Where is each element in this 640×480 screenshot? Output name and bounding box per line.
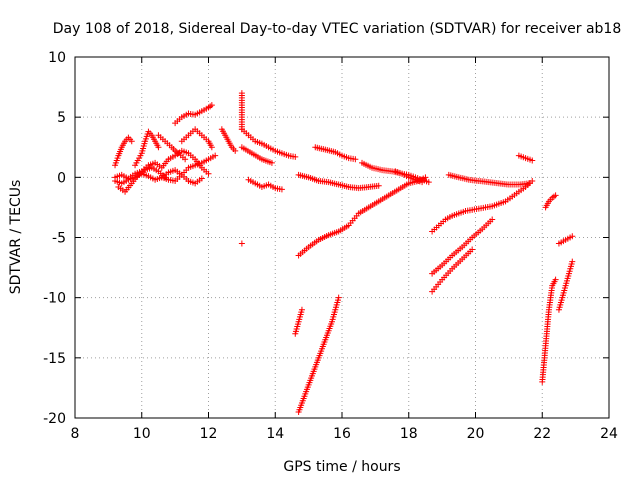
data-track-t4 xyxy=(132,128,162,169)
y-tick-label: 0 xyxy=(57,170,66,186)
data-track-t31 xyxy=(392,168,432,186)
data-track-t26 xyxy=(542,192,559,211)
data-track-t5 xyxy=(155,132,189,163)
data-point xyxy=(212,152,219,159)
data-track-t22 xyxy=(445,171,532,188)
data-track-t30 xyxy=(238,240,245,247)
grid-lines xyxy=(75,57,609,418)
data-point xyxy=(182,156,189,163)
x-tick-label: 16 xyxy=(333,426,351,442)
plot-frame xyxy=(74,56,610,419)
data-point xyxy=(489,216,496,223)
x-tick-label: 18 xyxy=(400,426,418,442)
data-point xyxy=(155,144,162,151)
data-track-t11 xyxy=(238,90,245,133)
data-track-t7 xyxy=(178,126,215,151)
data-point xyxy=(569,258,576,265)
data-track-t23 xyxy=(429,216,496,277)
y-tick-label: -15 xyxy=(43,351,66,367)
data-point xyxy=(205,170,212,177)
y-tick-label: 10 xyxy=(48,50,66,66)
data-track-t14 xyxy=(245,176,285,193)
x-tick-label: 14 xyxy=(266,426,284,442)
data-point xyxy=(552,192,559,199)
data-point xyxy=(422,174,429,181)
data-track-t21 xyxy=(429,177,536,235)
data-point xyxy=(198,175,205,182)
data-track-t15 xyxy=(295,171,382,192)
chart-title: Day 108 of 2018, Sidereal Day-to-day VTE… xyxy=(53,21,622,37)
x-tick-label: 24 xyxy=(600,426,618,442)
data-track-t9 xyxy=(158,152,219,184)
y-tick-label: -10 xyxy=(43,291,66,307)
data-point xyxy=(298,306,305,313)
data-track-t20 xyxy=(295,294,342,415)
data-point xyxy=(375,182,382,189)
data-track-t13 xyxy=(238,144,275,166)
data-point xyxy=(529,177,536,184)
data-point xyxy=(569,233,576,240)
y-axis-label: SDTVAR / TECUs xyxy=(8,180,24,295)
data-point xyxy=(208,102,215,109)
y-tick-label: -5 xyxy=(52,231,66,247)
data-track-t28 xyxy=(555,258,576,313)
x-tick-label: 10 xyxy=(133,426,151,442)
data-track-t16 xyxy=(312,144,359,163)
data-point xyxy=(335,294,342,301)
y-tick-label: -20 xyxy=(43,411,66,427)
data-points xyxy=(112,90,576,415)
data-point xyxy=(425,179,432,186)
data-point xyxy=(552,276,559,283)
data-point xyxy=(238,240,245,247)
data-point xyxy=(232,147,239,154)
data-track-t29 xyxy=(555,233,576,247)
data-track-t10 xyxy=(218,126,239,154)
y-tick-label: 5 xyxy=(57,110,66,126)
data-point xyxy=(469,246,476,253)
data-point xyxy=(352,156,359,163)
data-track-t3 xyxy=(112,134,135,169)
data-track-t19 xyxy=(292,306,305,337)
data-track-t27 xyxy=(539,276,559,385)
x-tick-label: 22 xyxy=(533,426,551,442)
data-point xyxy=(208,144,215,151)
data-point xyxy=(128,138,135,145)
data-track-t25 xyxy=(515,152,536,164)
x-axis-label: GPS time / hours xyxy=(283,459,400,475)
data-point xyxy=(268,159,275,166)
data-track-t24 xyxy=(429,246,476,295)
data-track-t12 xyxy=(238,126,299,160)
x-tick-label: 20 xyxy=(467,426,485,442)
data-track-t8 xyxy=(115,164,169,195)
data-point xyxy=(529,157,536,164)
data-point xyxy=(278,186,285,193)
data-track-t6 xyxy=(172,102,215,127)
x-tick-label: 12 xyxy=(200,426,218,442)
data-point xyxy=(292,153,299,160)
data-track-t18 xyxy=(295,174,429,259)
data-point xyxy=(525,180,532,187)
x-tick-label: 8 xyxy=(71,426,80,442)
axis-ticks: 8 10 12 14 16 18 20 22 24 -20 -15 -10 -5 0 5 10 xyxy=(43,50,618,442)
